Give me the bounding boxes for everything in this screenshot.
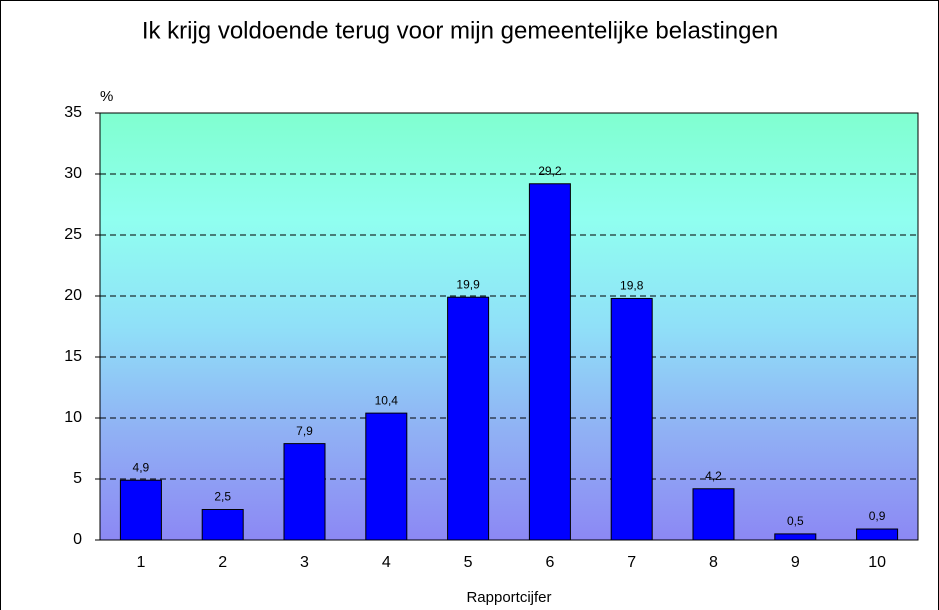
- value-label: 29,2: [538, 164, 562, 178]
- bar: [692, 488, 735, 541]
- value-label: 4,2: [705, 469, 722, 483]
- bar: [774, 533, 817, 541]
- y-tick-label: 25: [64, 226, 82, 243]
- y-axis-label: %: [100, 88, 113, 105]
- bar: [447, 296, 490, 541]
- x-tick-label: 8: [709, 554, 718, 571]
- x-tick-label: 3: [300, 554, 309, 571]
- bar: [365, 412, 408, 541]
- value-label: 19,8: [620, 279, 644, 293]
- y-tick-label: 35: [64, 104, 82, 121]
- value-label: 7,9: [296, 424, 313, 438]
- x-tick-label: 1: [136, 554, 145, 571]
- x-tick-label: 5: [464, 554, 473, 571]
- x-tick-label: 7: [627, 554, 636, 571]
- y-tick-label: 15: [64, 348, 82, 365]
- bar: [528, 183, 571, 541]
- bar: [201, 509, 244, 541]
- bar: [856, 528, 899, 541]
- bar: [610, 297, 653, 541]
- x-tick-label: 10: [868, 554, 886, 571]
- x-axis-label: Rapportcijfer: [466, 589, 551, 606]
- value-label: 0,5: [787, 514, 804, 528]
- y-tick-label: 5: [73, 470, 82, 487]
- bar: [119, 479, 162, 541]
- x-tick-label: 2: [218, 554, 227, 571]
- x-tick-label: 4: [382, 554, 391, 571]
- bar: [283, 443, 326, 541]
- plot-area: [99, 112, 919, 541]
- value-label: 10,4: [375, 393, 399, 407]
- y-tick-label: 0: [73, 531, 82, 548]
- y-tick-label: 10: [64, 409, 82, 426]
- value-label: 0,9: [869, 509, 886, 523]
- x-tick-label: 6: [545, 554, 554, 571]
- y-tick-label: 20: [64, 287, 82, 304]
- x-tick-label: 9: [791, 554, 800, 571]
- value-label: 19,9: [456, 277, 480, 291]
- y-tick-label: 30: [64, 165, 82, 182]
- chart-title: Ik krijg voldoende terug voor mijn gemee…: [142, 17, 778, 44]
- value-label: 2,5: [214, 490, 231, 504]
- value-label: 4,9: [133, 460, 150, 474]
